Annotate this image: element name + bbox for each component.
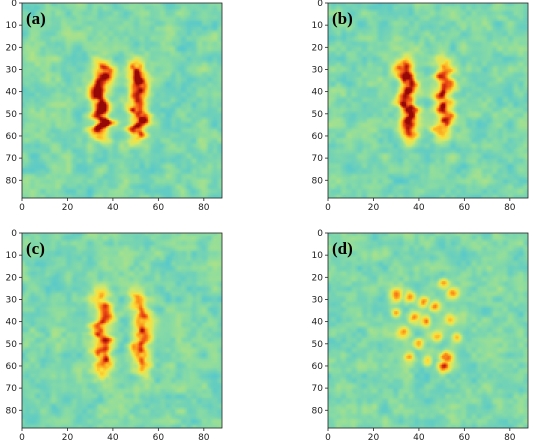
- heatmap-cells: [22, 3, 222, 198]
